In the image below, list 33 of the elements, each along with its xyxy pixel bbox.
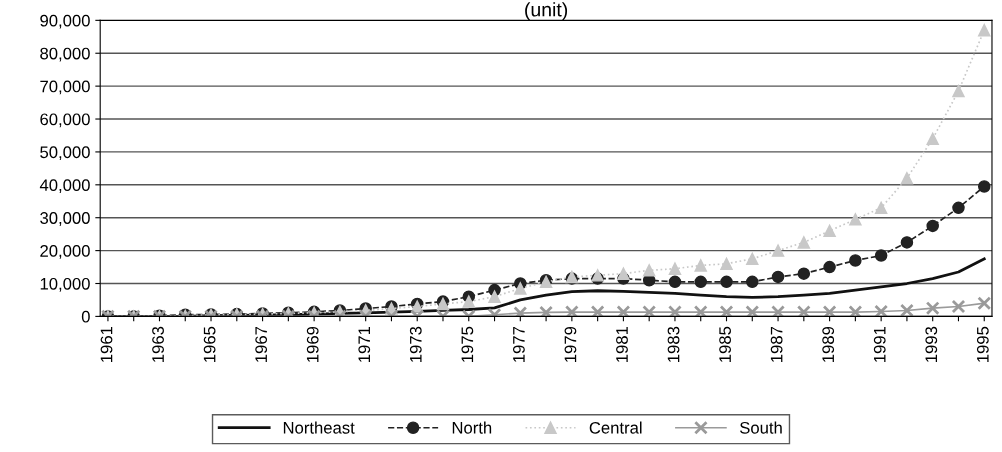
x-tick-label: 1967	[255, 326, 268, 362]
x-tick-label: 1989	[822, 326, 835, 362]
legend-label: Northeast	[283, 421, 355, 434]
legend-label: Central	[589, 421, 642, 434]
x-tick-label: 1985	[719, 326, 731, 362]
x-tick-label: 1979	[564, 326, 577, 362]
x-tick-label: 1991	[873, 326, 886, 362]
y-tick-label: 80,000	[40, 47, 90, 62]
x-tick-label: 1995	[976, 326, 989, 362]
x-tick-label: 1981	[616, 326, 628, 362]
x-tick-label: 1987	[770, 326, 783, 362]
x-tick-label: 1975	[461, 326, 474, 362]
y-tick-label: 20,000	[40, 245, 90, 259]
y-tick-label: 70,000	[40, 80, 90, 95]
x-tick-label: 1965	[203, 326, 216, 362]
x-tick-label: 1961	[100, 326, 113, 362]
y-tick-label: 60,000	[40, 113, 90, 128]
y-tick-label: 50,000	[40, 146, 90, 161]
y-tick-label: 40,000	[39, 179, 90, 193]
x-tick-label: 1983	[667, 326, 680, 362]
x-tick-label: 1973	[409, 326, 422, 362]
legend-label: South	[740, 421, 782, 434]
y-tick-label: 30,000	[40, 212, 90, 226]
x-tick-label: 1963	[152, 326, 164, 362]
legend-label: North	[452, 421, 492, 434]
chart-title: (unit)	[525, 2, 568, 21]
x-tick-label: 1969	[306, 326, 319, 362]
x-tick-label: 1971	[358, 326, 371, 362]
y-tick-label: 0	[81, 310, 90, 323]
x-tick-label: 1993	[925, 326, 938, 362]
y-tick-label: 90,000	[40, 14, 90, 29]
y-tick-label: 10,000	[40, 277, 90, 292]
x-tick-label: 1977	[512, 326, 525, 362]
